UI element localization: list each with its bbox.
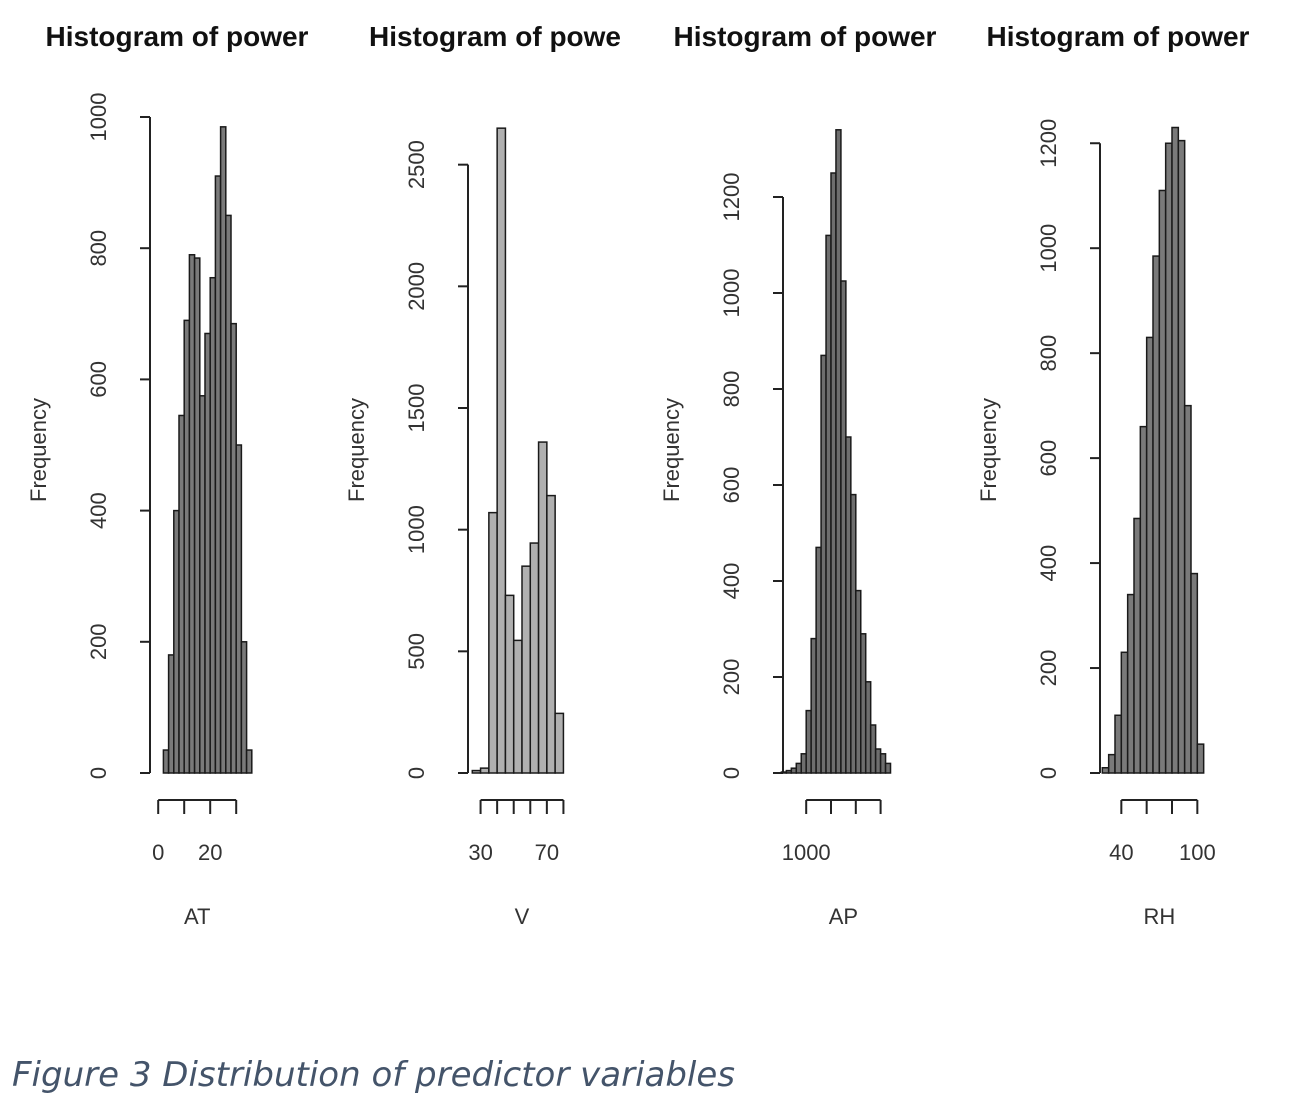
x-tick-label: 20 bbox=[198, 840, 222, 865]
y-tick-label: 0 bbox=[719, 767, 744, 779]
y-tick-label: 400 bbox=[719, 563, 744, 600]
panel-title: Histogram of power bbox=[674, 21, 937, 52]
bar bbox=[546, 494, 556, 774]
bar bbox=[219, 126, 227, 774]
y-tick-label: 400 bbox=[1036, 545, 1061, 582]
y-tick-label: 2000 bbox=[404, 262, 429, 311]
bar bbox=[1158, 189, 1167, 774]
bar bbox=[537, 441, 548, 774]
bar bbox=[1133, 517, 1142, 774]
bar bbox=[230, 322, 237, 774]
x-axis-label: V bbox=[515, 904, 530, 929]
y-tick-label: 200 bbox=[86, 623, 111, 660]
y-tick-label: 600 bbox=[1036, 440, 1061, 477]
panel-title: Histogram of power bbox=[987, 21, 1250, 52]
y-tick-label: 800 bbox=[86, 230, 111, 267]
y-tick-label: 800 bbox=[719, 371, 744, 408]
y-tick-label: 1000 bbox=[86, 93, 111, 142]
panel-title: Histogram of power bbox=[46, 21, 309, 52]
bar bbox=[884, 762, 892, 774]
y-tick-label: 600 bbox=[86, 361, 111, 398]
y-axis-label: Frequency bbox=[26, 398, 51, 502]
y-axis-label: Frequency bbox=[659, 398, 684, 502]
y-tick-label: 1000 bbox=[719, 269, 744, 318]
bar bbox=[1145, 336, 1154, 774]
bar bbox=[496, 127, 507, 774]
x-tick-label: 0 bbox=[152, 840, 164, 865]
y-tick-label: 1200 bbox=[719, 173, 744, 222]
x-tick-label: 1000 bbox=[782, 840, 831, 865]
y-tick-label: 0 bbox=[86, 767, 111, 779]
bar bbox=[240, 641, 248, 774]
bar bbox=[199, 395, 206, 774]
y-tick-label: 1000 bbox=[1036, 224, 1061, 273]
bar bbox=[235, 444, 243, 774]
bar bbox=[479, 767, 490, 774]
bar bbox=[1190, 572, 1199, 774]
x-tick-label: 100 bbox=[1179, 840, 1216, 865]
bar bbox=[178, 414, 185, 774]
bar bbox=[1171, 126, 1180, 774]
y-tick-label: 800 bbox=[1036, 335, 1061, 372]
bar bbox=[204, 332, 211, 774]
y-tick-label: 400 bbox=[86, 492, 111, 529]
bar bbox=[1177, 139, 1186, 774]
bar bbox=[504, 594, 515, 774]
bar bbox=[162, 749, 170, 774]
bar bbox=[167, 654, 175, 774]
caption: Figure 3 Distribution of predictor varia… bbox=[12, 1055, 735, 1095]
bar bbox=[1139, 425, 1148, 774]
bar bbox=[529, 542, 540, 774]
y-tick-label: 0 bbox=[404, 767, 429, 779]
bar bbox=[183, 319, 191, 774]
y-tick-label: 200 bbox=[719, 659, 744, 696]
y-tick-label: 1500 bbox=[404, 384, 429, 433]
bar bbox=[488, 511, 498, 774]
x-axis-label: AP bbox=[829, 904, 858, 929]
bar bbox=[1120, 651, 1129, 774]
x-axis-label: RH bbox=[1143, 904, 1175, 929]
bar bbox=[173, 509, 180, 774]
bar bbox=[214, 175, 222, 774]
bar bbox=[554, 712, 565, 774]
x-axis-label: AT bbox=[184, 904, 210, 929]
y-axis-label: Frequency bbox=[976, 398, 1001, 502]
y-tick-label: 2500 bbox=[404, 140, 429, 189]
panel-title: Histogram of powe bbox=[369, 21, 621, 52]
bar bbox=[188, 254, 196, 774]
bar bbox=[245, 749, 253, 774]
bar bbox=[1107, 753, 1116, 774]
bar bbox=[225, 214, 232, 774]
y-tick-label: 0 bbox=[1036, 767, 1061, 779]
bar bbox=[1196, 743, 1205, 774]
bar bbox=[1114, 714, 1123, 774]
y-tick-label: 500 bbox=[404, 633, 429, 670]
bar bbox=[521, 565, 532, 774]
y-tick-label: 1000 bbox=[404, 505, 429, 554]
bar bbox=[1183, 404, 1192, 774]
x-tick-label: 30 bbox=[468, 840, 492, 865]
bar bbox=[1101, 767, 1110, 774]
bar bbox=[471, 769, 482, 774]
x-tick-label: 40 bbox=[1109, 840, 1133, 865]
y-tick-label: 200 bbox=[1036, 650, 1061, 687]
bar bbox=[193, 257, 201, 774]
bar bbox=[1152, 255, 1161, 774]
bar bbox=[1126, 593, 1135, 774]
bar bbox=[209, 276, 217, 774]
bar bbox=[512, 639, 523, 774]
y-tick-label: 1200 bbox=[1036, 119, 1061, 168]
y-axis-label: Frequency bbox=[344, 398, 369, 502]
y-tick-label: 600 bbox=[719, 467, 744, 504]
bar bbox=[1164, 142, 1173, 774]
x-tick-label: 70 bbox=[535, 840, 559, 865]
